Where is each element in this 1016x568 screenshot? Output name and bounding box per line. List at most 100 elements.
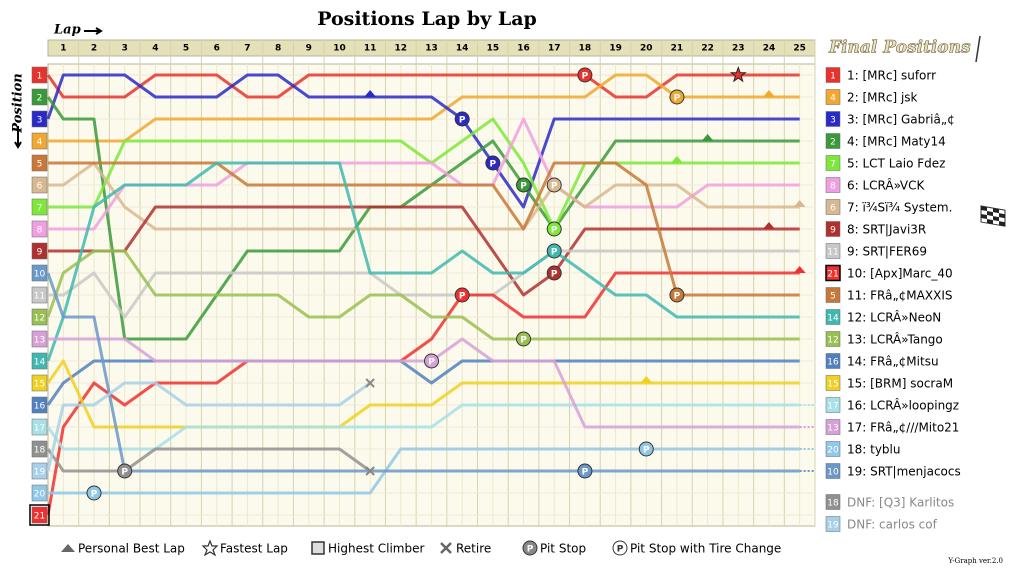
flag-pole <box>975 35 981 63</box>
y-tick-label: 5 <box>37 160 43 170</box>
start-badge <box>31 154 48 172</box>
y-tick-label: 20 <box>34 490 46 500</box>
legend-entry: 17: FRâ„¢///Mito21 <box>847 421 959 435</box>
final-badge <box>825 111 841 127</box>
lap-label: 8 <box>275 44 281 54</box>
y-tick-label: 16 <box>34 402 46 412</box>
personal-best <box>364 90 377 97</box>
y-arrow <box>14 126 22 149</box>
y-tick-label: 2 <box>37 94 43 104</box>
start-position: 11 <box>827 248 838 258</box>
legend-symbol <box>61 544 75 552</box>
lap-label: 9 <box>306 44 312 54</box>
lap-label: 11 <box>364 44 377 54</box>
start-badge <box>31 220 48 238</box>
final-badge <box>825 441 841 457</box>
y-tick-label: 15 <box>34 380 45 390</box>
start-badge <box>31 264 48 282</box>
lap-label: 5 <box>183 44 189 54</box>
lap-label: 22 <box>701 44 714 54</box>
start-badge <box>31 198 48 216</box>
legend-label: Fastest Lap <box>220 542 288 556</box>
legend-entry: 14: FRâ„¢Mitsu <box>847 355 939 369</box>
position-line <box>48 161 800 297</box>
y-tick-label: 7 <box>37 204 43 214</box>
y-tick-label: 6 <box>37 182 43 192</box>
start-badge <box>31 506 48 524</box>
start-badge <box>31 132 48 150</box>
pit-stop <box>638 441 654 457</box>
lap-label: 1 <box>60 44 66 54</box>
final-badge <box>825 177 841 193</box>
final-badge <box>825 155 841 171</box>
pit-symbol: P <box>551 226 558 236</box>
legend-symbol <box>440 542 452 554</box>
start-position: 21 <box>827 270 838 280</box>
lap-label: 16 <box>517 44 530 54</box>
position-line <box>46 447 371 473</box>
legend-entry: 18: tyblu <box>847 443 901 457</box>
pit-symbol: P <box>551 248 558 258</box>
start-position: 1 <box>830 72 836 82</box>
start-badge <box>31 374 48 392</box>
start-position: 4 <box>830 94 836 104</box>
start-badge <box>31 418 48 436</box>
lap-label: 2 <box>91 44 97 54</box>
start-badge <box>31 440 48 458</box>
pit-stop <box>546 265 562 281</box>
lap-label: 6 <box>214 44 220 54</box>
pit-stop <box>669 89 685 105</box>
legend-label: Pit Stop <box>540 542 586 556</box>
legend-label: Pit Stop with Tire Change <box>630 542 781 556</box>
personal-best <box>762 90 775 97</box>
pit-stop <box>86 485 102 501</box>
flag <box>975 35 1006 227</box>
y-tick-label: 14 <box>34 358 46 368</box>
lap-label: 15 <box>487 44 500 54</box>
pit-stop <box>454 287 470 303</box>
start-badge <box>31 176 48 194</box>
final-badge <box>825 397 841 413</box>
start-position: 2 <box>830 138 836 148</box>
y-axis-label: Position <box>11 73 26 133</box>
legend-pit-symbol: P <box>617 545 624 555</box>
final-badge <box>825 419 841 435</box>
legend-symbol <box>612 540 628 556</box>
final-badge <box>825 463 841 479</box>
position-line <box>46 73 800 99</box>
retire <box>365 378 375 388</box>
legend-entry: 11: FRâ„¢MAXXIS <box>847 289 952 303</box>
retire <box>365 466 375 476</box>
y-tick-label: 21 <box>34 512 45 522</box>
legend-entry: 4: [MRc] Maty14 <box>847 135 946 149</box>
final-badge <box>825 494 841 510</box>
pit-stop <box>424 353 439 369</box>
lap-label: 13 <box>425 44 438 54</box>
final-badge <box>825 287 841 303</box>
legend-pit-symbol: P <box>527 545 534 555</box>
legend-entry: 1: [MRc] suforr <box>847 69 936 83</box>
start-position: 9 <box>830 226 836 236</box>
pit-stop <box>577 463 593 479</box>
y-tick-label: 13 <box>34 336 45 346</box>
start-position: 7 <box>830 160 836 170</box>
start-badge <box>31 308 48 326</box>
final-badge <box>825 309 841 325</box>
legend-symbol <box>201 539 219 557</box>
legend-entry: 16: LCRÂ»loopingz <box>847 398 959 413</box>
pit-symbol: P <box>459 116 466 126</box>
legend-entry: 7: ï¾Sï¾ System. <box>847 201 952 215</box>
y-tick-label: 12 <box>34 314 45 324</box>
final-badge <box>825 516 841 532</box>
legend-entry: DNF: [Q3] Karlitos <box>847 496 954 510</box>
lap-label: 17 <box>548 44 561 54</box>
pit-stop <box>577 67 593 83</box>
start-position: 5 <box>830 292 836 302</box>
lap-label: 25 <box>793 44 806 54</box>
start-position: 20 <box>827 446 839 456</box>
position-line <box>48 161 800 231</box>
start-position: 8 <box>830 182 836 192</box>
start-badge <box>31 484 48 502</box>
lap-label: 18 <box>579 44 592 54</box>
side-title: Final Positions <box>828 38 971 58</box>
